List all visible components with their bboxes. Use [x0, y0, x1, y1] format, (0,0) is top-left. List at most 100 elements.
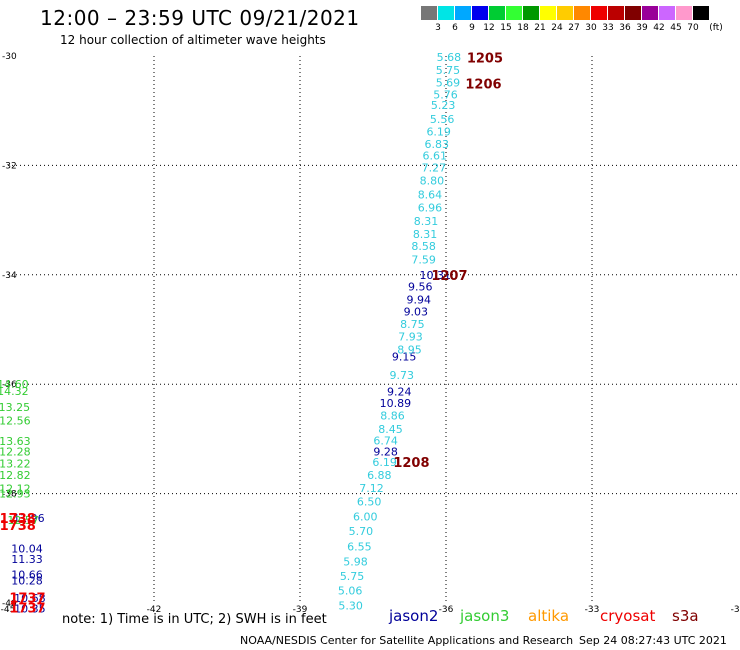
swh-value: 8.31 — [414, 215, 439, 228]
legend-jason2: jason2 — [389, 607, 439, 625]
color-swatch — [421, 6, 437, 20]
grid-lines — [8, 56, 738, 603]
color-scale-label: 3 — [435, 23, 441, 33]
x-tick-label: -36 — [439, 605, 454, 615]
x-tick-label: -33 — [585, 605, 600, 615]
color-scale-label: 6 — [452, 23, 458, 33]
swh-value: 10.68 — [14, 592, 46, 605]
swh-value: 6.00 — [353, 511, 378, 524]
swh-value: 6.61 — [423, 150, 448, 163]
swh-value: 9.28 — [373, 445, 398, 458]
swh-value: 8.64 — [418, 188, 443, 201]
color-scale-label: 70 — [687, 23, 699, 33]
swh-value: 5.98 — [343, 555, 368, 568]
data-marks: 10.319.569.949.039.159.2410.899.2811.961… — [0, 51, 461, 615]
swh-value: 12.12 — [0, 483, 31, 496]
swh-value: 5.56 — [430, 113, 455, 126]
swh-value: 6.55 — [347, 541, 372, 554]
color-swatch — [506, 6, 522, 20]
color-swatch — [625, 6, 641, 20]
color-swatch — [591, 6, 607, 20]
color-swatch — [608, 6, 624, 20]
color-scale-label: 30 — [585, 23, 597, 33]
legend-altika: altika — [528, 607, 570, 625]
swh-value: 8.75 — [400, 318, 425, 331]
chart-subtitle: 12 hour collection of altimeter wave hei… — [60, 33, 326, 47]
y-tick-label: -36 — [2, 380, 17, 390]
x-tick-label: -42 — [147, 605, 162, 615]
pass-time-label: 1208 — [393, 456, 429, 471]
color-scale-unit: (ft) — [709, 23, 723, 33]
swh-value: 7.59 — [411, 253, 436, 266]
swh-value: 12.57 — [7, 514, 39, 527]
legend-s3a: s3a — [672, 607, 699, 625]
swh-value: 5.69 — [436, 76, 461, 89]
swh-value: 8.58 — [411, 240, 436, 253]
color-swatch — [659, 6, 675, 20]
swh-value: 7.27 — [422, 162, 447, 175]
swh-value: 9.56 — [408, 280, 433, 293]
swh-value: 14.32 — [0, 385, 29, 398]
swh-value: 8.86 — [380, 409, 405, 422]
swh-value: 8.45 — [378, 423, 403, 436]
pass-time-label: 1737 — [9, 592, 45, 607]
pass-time-label: 1206 — [465, 77, 501, 92]
color-scale-label: 24 — [551, 23, 563, 33]
swh-value: 5.23 — [431, 99, 456, 112]
color-scale-label: 39 — [636, 23, 648, 33]
color-swatch — [472, 6, 488, 20]
color-scale-label: 12 — [483, 23, 495, 33]
color-scale-label: 33 — [602, 23, 614, 33]
swh-value: 5.76 — [433, 88, 458, 101]
swh-value: 10.35 — [14, 602, 46, 615]
color-scale-label: 45 — [670, 23, 682, 33]
swh-value: 6.83 — [425, 138, 450, 151]
swh-value: 5.75 — [436, 64, 461, 77]
swh-value: 5.68 — [437, 51, 462, 64]
swh-value: 10.28 — [11, 575, 43, 588]
swh-value: 9.15 — [392, 350, 417, 363]
swh-value: 6.50 — [357, 495, 382, 508]
swh-value: 9.94 — [406, 293, 431, 306]
swh-value: 14.60 — [0, 378, 29, 391]
swh-value: 6.96 — [418, 202, 443, 215]
swh-value: 13.25 — [0, 401, 30, 414]
y-tick-label: -38 — [2, 490, 17, 500]
swh-value: 13.63 — [0, 435, 31, 448]
y-tick-label: -40 — [2, 599, 17, 609]
swh-value: 8.31 — [413, 228, 438, 241]
color-swatch — [455, 6, 471, 20]
swh-value: 12.82 — [0, 469, 31, 482]
pass-time-label: 1205 — [467, 52, 503, 67]
pass-time-label: 1738 — [0, 519, 36, 534]
swh-value: 5.30 — [338, 600, 363, 613]
swh-value: 7.12 — [359, 482, 384, 495]
color-scale-label: 36 — [619, 23, 631, 33]
swh-value: 12.28 — [0, 445, 31, 458]
pass-time-label: 1737 — [9, 601, 45, 616]
swh-value: 9.73 — [389, 369, 414, 382]
swh-value: 9.24 — [387, 385, 412, 398]
swh-value: 11.33 — [11, 553, 43, 566]
swh-value: 5.70 — [349, 525, 374, 538]
color-swatch — [540, 6, 556, 20]
color-scale-label: 27 — [568, 23, 580, 33]
footnote: note: 1) Time is in UTC; 2) SWH is in fe… — [62, 612, 327, 627]
y-tick-label: -32 — [2, 161, 17, 171]
swh-value: 8.95 — [397, 344, 422, 357]
x-tick-label: -30 — [731, 605, 740, 615]
color-swatch — [693, 6, 709, 20]
swh-value: 10.31 — [420, 269, 452, 282]
color-swatch — [557, 6, 573, 20]
swh-value: 8.80 — [420, 175, 445, 188]
x-tick-label: -39 — [293, 605, 308, 615]
color-scale-label: 15 — [500, 23, 512, 33]
color-scale-label: 21 — [534, 23, 546, 33]
pass-time-label: 1738 — [0, 512, 36, 527]
color-swatch — [438, 6, 454, 20]
color-scale-label: 42 — [653, 23, 665, 33]
swh-value: 6.19 — [426, 125, 451, 138]
axis-tick-labels: -45 -42 -39 -36 -33 -30 -30 -32 -34 -36 -38 -40 — [1, 52, 740, 615]
